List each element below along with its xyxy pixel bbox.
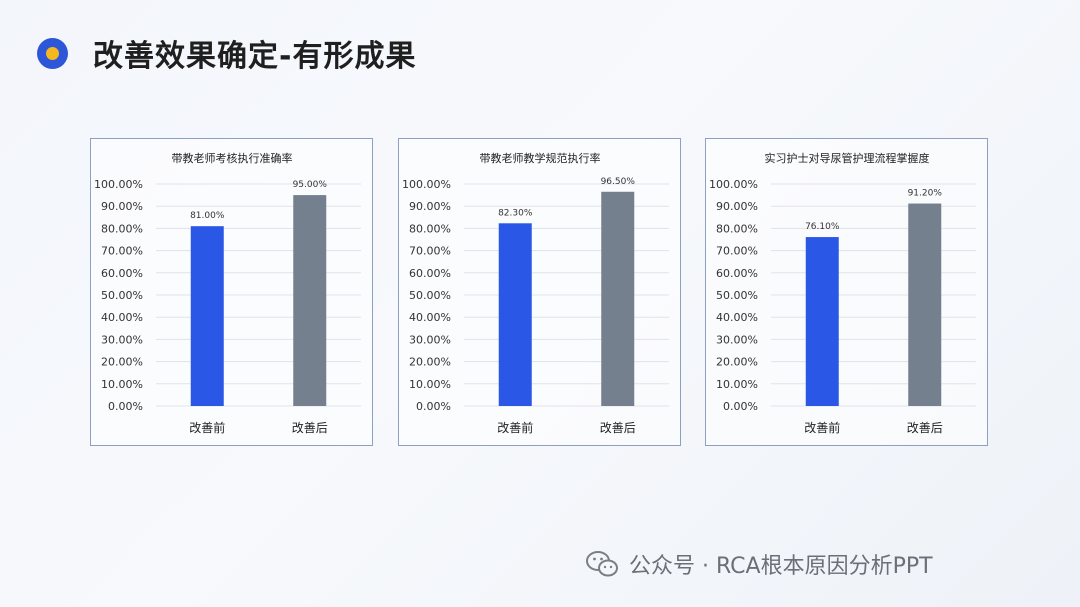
bar-after	[908, 203, 942, 406]
chart-title: 带教老师考核执行准确率	[172, 151, 293, 165]
y-tick-label: 100.00%	[709, 178, 758, 191]
data-label: 82.30%	[498, 208, 533, 218]
data-label: 96.50%	[601, 177, 636, 187]
y-tick-label: 0.00%	[723, 400, 758, 413]
chart-panel-3: 实习护士对导尿管护理流程掌握度 0.00% 10.00% 20.00% 30.00% 40…	[705, 138, 988, 446]
x-category-label: 改善前	[497, 420, 533, 435]
y-tick-label: 10.00%	[101, 378, 143, 391]
y-tick-label: 100.00%	[402, 178, 451, 191]
x-category-label: 改善后	[907, 420, 943, 435]
y-tick-label: 80.00%	[101, 222, 143, 235]
y-tick-label: 20.00%	[716, 356, 758, 369]
x-category-label: 改善后	[600, 420, 636, 435]
page-title: 改善效果确定-有形成果	[93, 39, 417, 74]
data-label: 76.10%	[805, 222, 840, 232]
y-tick-label: 0.00%	[416, 400, 451, 413]
title-bullet-icon	[37, 38, 68, 69]
y-tick-label: 80.00%	[409, 222, 451, 235]
y-tick-label: 90.00%	[409, 200, 451, 213]
x-category-label: 改善前	[804, 420, 840, 435]
wechat-icon	[586, 551, 618, 577]
y-tick-label: 10.00%	[409, 378, 451, 391]
y-tick-label: 50.00%	[716, 289, 758, 302]
y-tick-label: 10.00%	[716, 378, 758, 391]
chart-title: 带教老师教学规范执行率	[480, 151, 601, 165]
y-tick-label: 40.00%	[101, 311, 143, 324]
y-tick-label: 60.00%	[409, 267, 451, 280]
y-tick-label: 90.00%	[716, 200, 758, 213]
y-tick-label: 0.00%	[108, 400, 143, 413]
y-tick-label: 40.00%	[716, 311, 758, 324]
data-label: 95.00%	[293, 180, 328, 190]
y-tick-label: 30.00%	[716, 333, 758, 346]
footer-text: 公众号 · RCA根本原因分析PPT	[629, 554, 933, 579]
y-tick-label: 50.00%	[409, 289, 451, 302]
y-tick-label: 30.00%	[409, 333, 451, 346]
bar-before	[805, 237, 839, 406]
y-tick-label: 30.00%	[101, 333, 143, 346]
y-tick-label: 50.00%	[101, 289, 143, 302]
y-tick-label: 90.00%	[101, 200, 143, 213]
data-label: 91.20%	[908, 189, 943, 199]
y-tick-label: 100.00%	[94, 178, 143, 191]
y-tick-label: 70.00%	[101, 245, 143, 258]
chart-title: 实习护士对导尿管护理流程掌握度	[765, 151, 930, 165]
y-tick-label: 80.00%	[716, 222, 758, 235]
chart-2: 带教老师教学规范执行率 0.00% 10.00% 20.00% 30.00% 40.00%…	[402, 151, 669, 435]
bar-before	[498, 223, 532, 406]
y-tick-label: 70.00%	[409, 245, 451, 258]
chart-panel-2: 带教老师教学规范执行率 0.00% 10.00% 20.00% 30.00% 40.00%…	[398, 138, 681, 446]
y-tick-label: 20.00%	[409, 356, 451, 369]
y-tick-label: 40.00%	[409, 311, 451, 324]
y-tick-label: 20.00%	[101, 356, 143, 369]
chart-3: 实习护士对导尿管护理流程掌握度 0.00% 10.00% 20.00% 30.00% 40…	[709, 151, 976, 435]
y-tick-label: 70.00%	[716, 245, 758, 258]
y-tick-label: 60.00%	[101, 267, 143, 280]
chart-1: 带教老师考核执行准确率 0.00% 10.00% 20.00% 30.00% 40.00%…	[94, 151, 361, 435]
bar-after	[293, 195, 327, 406]
bar-after	[601, 191, 635, 406]
x-category-label: 改善后	[292, 420, 328, 435]
data-label: 81.00%	[190, 211, 225, 221]
x-category-label: 改善前	[189, 420, 225, 435]
chart-panel-1: 带教老师考核执行准确率 0.00% 10.00% 20.00% 30.00% 40.00%…	[90, 138, 373, 446]
bar-before	[190, 226, 224, 406]
y-tick-label: 60.00%	[716, 267, 758, 280]
footer: 公众号 · RCA根本原因分析PPT	[585, 549, 933, 579]
